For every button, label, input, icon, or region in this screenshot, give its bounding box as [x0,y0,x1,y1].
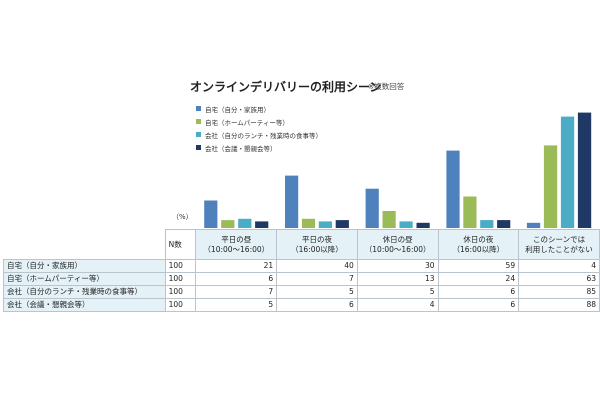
category-line-2: （16:00以降） [452,244,505,254]
n-cell: 100 [164,285,197,299]
bar [480,220,494,228]
category-header: 平日の昼 （10:00～16:00） [195,229,278,260]
category-header: 平日の夜 （16:00以降） [276,229,358,260]
value-cell: 6 [437,298,520,312]
legend-swatch [196,119,201,124]
category-line-1: このシーンでは [532,234,586,244]
legend-item-home-party: 自宅（ホームパーティー等） [196,115,322,128]
value-cell: 30 [356,259,439,273]
table-row: 自宅（ホームパーティー等） 100 6 7 13 24 63 [3,272,600,286]
legend-label: 自宅（ホームパーティー等） [205,118,289,127]
bar [301,218,316,228]
bar [238,218,252,228]
legend-swatch [196,106,201,111]
bar [285,175,299,228]
value-cell: 4 [518,259,600,273]
bar [221,220,235,228]
category-line-1: 平日の昼 [221,234,252,244]
chart-title: オンラインデリバリーの利用シーン [190,80,382,94]
category-line-1: 平日の夜 [301,234,332,244]
category-header: このシーンでは 利用したことがない [518,229,600,260]
legend-swatch [196,132,201,137]
bar [463,196,477,228]
n-cell: 100 [164,272,197,286]
bar [255,221,269,228]
legend-label: 自宅（自分・家族用） [205,105,270,114]
row-label: 会社（会議・懇親会等） [3,298,166,312]
value-cell: 5 [356,285,439,299]
value-cell: 63 [518,272,600,286]
bar [560,116,575,228]
legend-label: 会社（会議・懇親会等） [205,144,277,153]
data-table: N数 平日の昼 （10:00～16:00） 平日の夜 （16:00以降） 休日の… [3,229,600,312]
category-line-2: 利用したことがない [525,244,593,254]
category-line-1: 休日の昼 [382,234,413,244]
category-line-2: （16:00以降） [291,244,343,254]
table-row: 会社（会議・懇親会等） 100 5 6 4 6 88 [3,298,600,312]
bar [335,220,349,228]
n-cell: 100 [164,298,197,312]
value-cell: 88 [518,298,600,312]
unit-label: （%） [172,213,193,221]
bar [382,211,396,228]
legend-item-office-lunch: 会社（自分のランチ・残業時の食事等） [196,128,322,141]
bar [365,188,379,228]
bar [543,145,558,228]
category-header: 休日の昼 （10:00～16:00） [356,229,439,260]
legend-item-home-family: 自宅（自分・家族用） [196,102,322,115]
bar [577,112,592,228]
table-row: 会社（自分のランチ・残業時の食事等） 100 7 5 5 6 85 [3,285,600,299]
chart-title-note: ※複数回答 [368,82,405,91]
n-header: N数 [164,229,197,260]
category-line-2: （10:00～16:00） [364,244,431,254]
value-cell: 5 [195,298,278,312]
value-cell: 24 [437,272,520,286]
value-cell: 40 [276,259,358,273]
table-header-row: N数 平日の昼 （10:00～16:00） 平日の夜 （16:00以降） 休日の… [3,229,600,260]
row-label: 自宅（自分・家族用） [3,259,166,273]
legend-label: 会社（自分のランチ・残業時の食事等） [205,131,322,140]
bar [204,200,218,228]
bar-group [204,112,592,228]
chart-legend: 自宅（自分・家族用） 自宅（ホームパーティー等） 会社（自分のランチ・残業時の食… [196,102,322,154]
value-cell: 85 [518,285,600,299]
category-header: 休日の夜 （16:00以降） [437,229,520,260]
bar [399,221,413,228]
table-row: 自宅（自分・家族用） 100 21 40 30 59 4 [3,259,600,273]
category-line-2: （10:00～16:00） [203,244,270,254]
value-cell: 7 [276,272,358,286]
bar [416,222,430,228]
legend-swatch [196,145,201,150]
value-cell: 6 [276,298,358,312]
row-label: 会社（自分のランチ・残業時の食事等） [3,285,166,299]
category-line-1: 休日の夜 [463,234,494,244]
value-cell: 13 [356,272,439,286]
value-cell: 6 [195,272,278,286]
value-cell: 21 [195,259,278,273]
bar [446,150,460,228]
value-cell: 7 [195,285,278,299]
bar [318,221,332,228]
bar [497,220,511,228]
legend-item-office-meeting: 会社（会議・懇親会等） [196,141,322,154]
row-label: 自宅（ホームパーティー等） [3,272,166,286]
value-cell: 59 [437,259,520,273]
value-cell: 5 [276,285,358,299]
table-corner [3,229,166,260]
value-cell: 4 [356,298,439,312]
value-cell: 6 [437,285,520,299]
n-cell: 100 [164,259,197,273]
bar [526,222,541,228]
